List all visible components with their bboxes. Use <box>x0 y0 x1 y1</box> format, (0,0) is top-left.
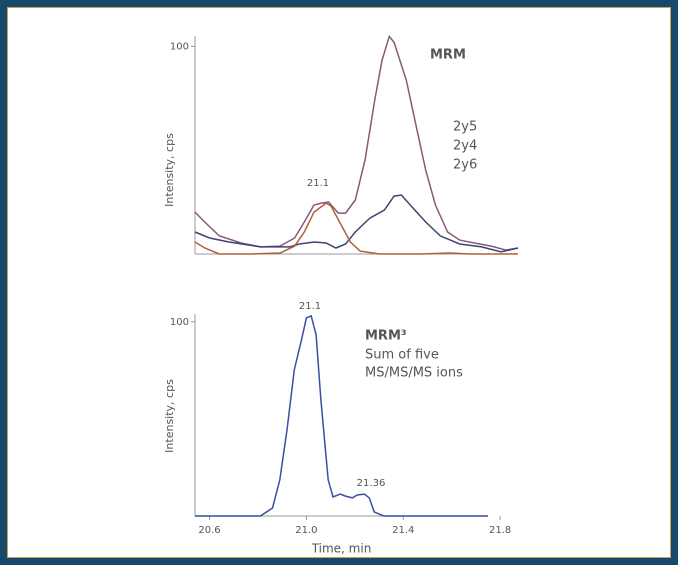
y-axis-label: Intensity, cps <box>163 133 176 207</box>
x-axis-label: Time, min <box>311 542 372 556</box>
chart-title: MRM <box>430 48 466 63</box>
peak-label: 21.1 <box>307 178 329 189</box>
y-tick-label: 100 <box>170 41 189 52</box>
panel <box>7 7 671 558</box>
x-tick-label: 21.8 <box>489 525 511 536</box>
legend-entry: 2y4 <box>453 139 477 154</box>
chart-subtitle: MS/MS/MS ions <box>365 366 463 381</box>
chart-subtitle: Sum of five <box>365 348 439 363</box>
legend-entry: 2y5 <box>453 120 477 135</box>
x-tick-label: 20.6 <box>198 525 220 536</box>
y-axis-label: Intensity, cps <box>163 379 176 453</box>
series-line <box>194 202 518 255</box>
y-tick-label: 100 <box>170 317 189 328</box>
legend-entry: 2y6 <box>453 158 477 173</box>
series-line <box>195 314 488 517</box>
peak-label: 21.36 <box>357 478 386 489</box>
chart-title: MRM³ <box>365 329 407 344</box>
peak-label: 21.1 <box>299 301 321 312</box>
series-line <box>194 194 519 253</box>
x-tick-label: 21.0 <box>295 525 317 536</box>
x-tick-label: 21.4 <box>392 525 414 536</box>
